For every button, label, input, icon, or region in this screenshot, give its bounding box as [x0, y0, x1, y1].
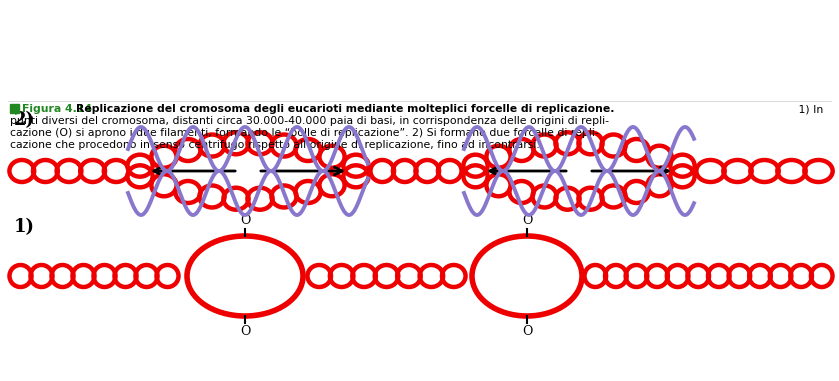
Text: Replicazione del cromosoma degli eucarioti mediante molteplici forcelle di repli: Replicazione del cromosoma degli eucario…	[76, 104, 614, 114]
Text: O: O	[240, 325, 250, 338]
Bar	[10, 104, 19, 113]
Text: Figura 4.14: Figura 4.14	[22, 104, 92, 114]
Text: 2): 2)	[14, 111, 35, 129]
Text: punti diversi del cromosoma, distanti circa 30.000-40.000 paia di basi, in corri: punti diversi del cromosoma, distanti ci…	[10, 116, 609, 126]
Text: 1): 1)	[14, 218, 35, 236]
Text: O: O	[522, 214, 532, 227]
Text: O: O	[522, 325, 532, 338]
Text: 1) In: 1) In	[795, 104, 823, 114]
Text: O: O	[240, 214, 250, 227]
Text: cazione (O) si aprono i due filamenti, formando le “bolle di replicazione”. 2) S: cazione (O) si aprono i due filamenti, f…	[10, 128, 599, 138]
Text: cazione che procedono in senso centrifugo rispetto all’origine di replicazione, : cazione che procedono in senso centrifug…	[10, 140, 539, 150]
